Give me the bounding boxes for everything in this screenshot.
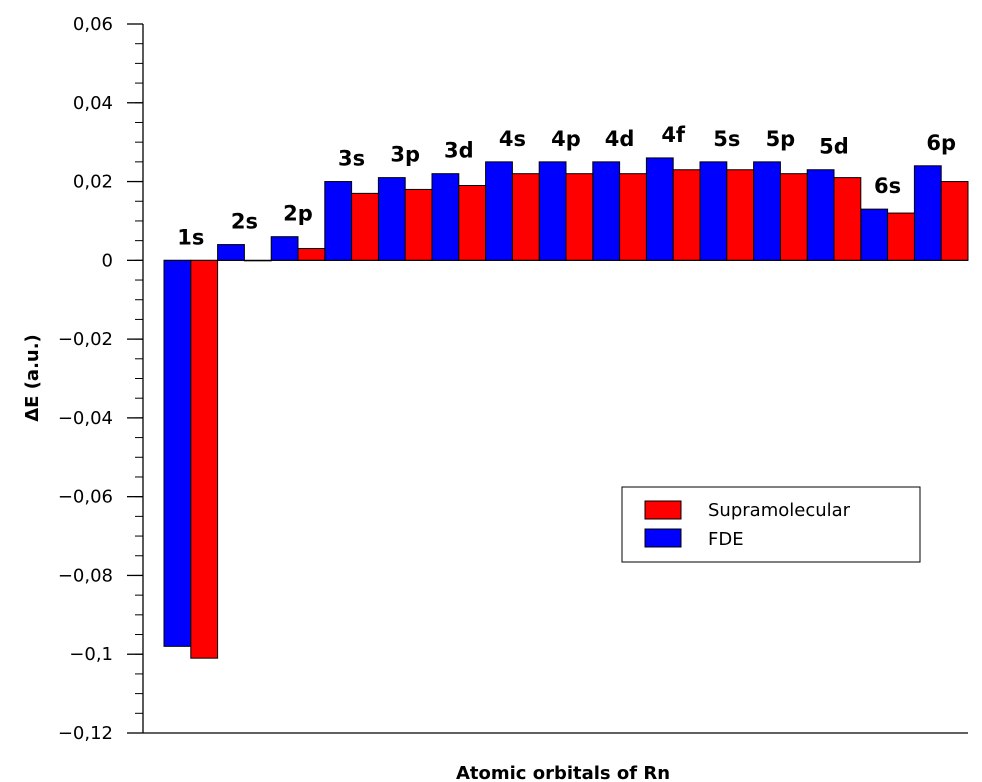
bar-fde-5p <box>753 161 781 261</box>
legend-label-supramolecular: Supramolecular <box>708 500 851 521</box>
bar-fde-6s <box>860 208 889 261</box>
bar-fde-4f <box>645 157 674 261</box>
y-tick-label: −0,12 <box>58 723 113 744</box>
bar-supramolecular-4s <box>511 173 540 261</box>
bar-fde-3d <box>431 173 460 261</box>
bars-group <box>163 157 969 659</box>
category-label-4s: 4s <box>499 127 526 151</box>
x-axis-title: Atomic orbitals of Rn <box>456 763 670 782</box>
legend-box <box>621 486 921 563</box>
bar-fde-5s <box>699 161 728 261</box>
y-axis-title: ΔE (a.u.) <box>22 334 43 422</box>
y-axis: 0,06 0,04 0,02 0 −0,02 −0,04 −0,06 −0,08 −0,1 −0,… <box>58 14 968 744</box>
legend-swatch-fde <box>644 528 682 548</box>
bar-fde-1s <box>163 259 192 647</box>
bar-supramolecular-6p <box>940 181 969 261</box>
y-tick-label: −0,02 <box>58 329 113 350</box>
y-tick-label: −0,08 <box>58 565 113 586</box>
bar-supramolecular-4p <box>565 173 594 261</box>
legend-swatch-supramolecular <box>644 500 682 520</box>
y-tick-label: −0,1 <box>69 644 113 665</box>
bar-supramolecular-6s <box>887 212 915 261</box>
bar-supramolecular-3s <box>351 192 379 261</box>
category-label-5d: 5d <box>819 135 849 159</box>
category-label-4f: 4f <box>661 123 686 147</box>
bar-fde-3p <box>377 177 406 261</box>
y-tick-label: −0,04 <box>58 408 113 429</box>
bar-fde-5d <box>806 169 835 261</box>
bar-fde-4p <box>538 161 567 261</box>
bar-supramolecular-1s <box>190 259 219 659</box>
bar-supramolecular-4f <box>672 169 701 261</box>
bar-fde-3s <box>324 181 353 261</box>
category-label-6s: 6s <box>874 174 901 198</box>
bar-supramolecular-2p <box>297 248 326 261</box>
y-tick-label: 0,04 <box>73 93 113 114</box>
category-label-1s: 1s <box>177 225 204 249</box>
category-label-4p: 4p <box>551 127 581 151</box>
legend-label-fde: FDE <box>708 529 744 550</box>
category-label-5s: 5s <box>713 127 740 151</box>
y-tick-label: 0,02 <box>73 172 113 193</box>
bar-supramolecular-5d <box>833 177 862 261</box>
category-label-6p: 6p <box>926 131 956 155</box>
bar-fde-2s <box>217 244 245 261</box>
bar-fde-2p <box>270 236 299 261</box>
category-label-2s: 2s <box>231 210 258 234</box>
bar-supramolecular-5p <box>779 173 808 261</box>
y-tick-label: 0,06 <box>73 14 113 35</box>
category-label-2p: 2p <box>283 202 313 226</box>
category-label-5p: 5p <box>766 127 796 151</box>
legend: Supramolecular FDE <box>621 486 921 563</box>
bar-supramolecular-3d <box>458 184 487 261</box>
category-label-3s: 3s <box>338 147 365 171</box>
category-label-3p: 3p <box>390 143 420 167</box>
y-tick-label: 0 <box>102 250 113 271</box>
bar-fde-6p <box>913 165 942 261</box>
y-tick-label: −0,06 <box>58 487 113 508</box>
category-label-4d: 4d <box>605 127 635 151</box>
category-label-3d: 3d <box>444 139 474 163</box>
bar-supramolecular-3p <box>404 188 433 261</box>
bar-fde-4s <box>485 161 513 261</box>
bar-supramolecular-5s <box>726 169 755 261</box>
category-labels: 1s 2s 2p 3s 3p 3d 4s 4p 4d 4f 5s 5p 5d 6s 6p <box>177 123 956 249</box>
bar-fde-4d <box>592 161 621 261</box>
bar-supramolecular-4d <box>619 173 647 261</box>
